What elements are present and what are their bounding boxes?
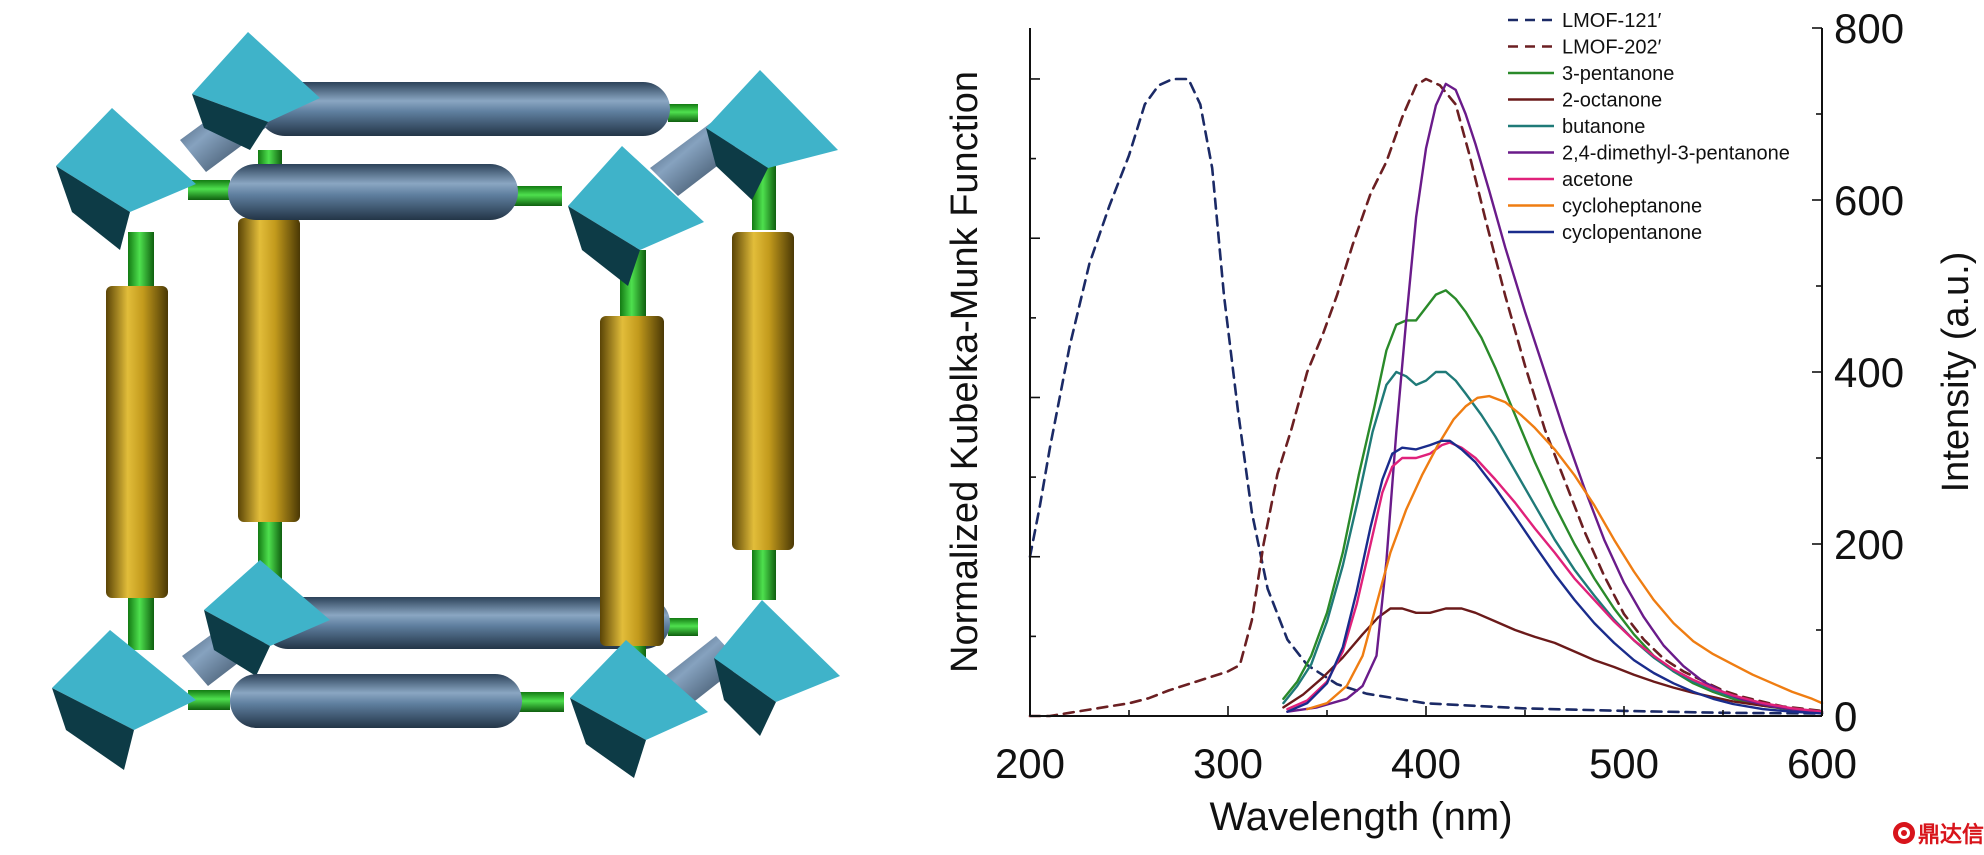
- legend-label: 2-octanone: [1562, 90, 1662, 112]
- legend-label: cyclopentanone: [1562, 222, 1702, 244]
- front-gold-rod-left: [106, 232, 168, 650]
- watermark-text: 鼎达信: [1918, 822, 1984, 848]
- legend-label: 3-pentanone: [1562, 63, 1674, 85]
- y-right-tick-label: 200: [1834, 521, 1904, 568]
- back-gold-rod-right: [732, 160, 794, 600]
- y-right-tick-label: 600: [1834, 177, 1904, 224]
- series-line-7: [1306, 394, 1824, 711]
- series-line-0: [1028, 77, 1824, 715]
- front-node-bottom-right: [570, 640, 708, 778]
- front-blue-rod-top: [188, 164, 562, 220]
- front-node-top-right: [568, 146, 704, 286]
- framework-illustration: [52, 32, 840, 778]
- y-right-tick-label: 0: [1834, 693, 1857, 740]
- x-tick-label: 300: [1193, 740, 1263, 787]
- series-line-1: [1028, 77, 1824, 718]
- front-blue-rod-bottom: [188, 674, 564, 728]
- series-line-4: [1282, 370, 1824, 713]
- front-node-top-left: [56, 108, 196, 250]
- back-node-bottom-left: [204, 560, 330, 676]
- legend-label: LMOF-121′: [1562, 10, 1662, 32]
- series-line-6: [1286, 441, 1824, 713]
- legend-label: 2,4-dimethyl-3-pentanone: [1562, 143, 1790, 165]
- series-line-3: [1282, 607, 1824, 713]
- front-gold-rod-right: [600, 250, 664, 660]
- back-node-top-left: [192, 32, 320, 150]
- y-right-tick-label: 400: [1834, 349, 1904, 396]
- y-left-axis-title: Normalized Kubelka-Munk Function: [944, 71, 986, 673]
- x-tick-label: 200: [995, 740, 1065, 787]
- legend-label: butanone: [1562, 116, 1645, 138]
- x-tick-label: 600: [1787, 740, 1857, 787]
- y-right-axis-title: Intensity (a.u.): [1935, 252, 1977, 493]
- legend-label: acetone: [1562, 169, 1633, 191]
- x-tick-label: 500: [1589, 740, 1659, 787]
- plot-curves: [1028, 77, 1824, 718]
- y-right-tick-label: 800: [1834, 5, 1904, 52]
- legend: LMOF-121′ LMOF-202′ 3-pentanone 2-octanone b…: [1508, 10, 1790, 244]
- seal-icon: [1893, 822, 1915, 844]
- legend-label: cycloheptanone: [1562, 196, 1702, 218]
- front-node-bottom-left: [52, 630, 196, 770]
- series-line-8: [1286, 439, 1824, 715]
- legend-label: LMOF-202′: [1562, 37, 1662, 59]
- x-axis-title: Wavelength (nm): [1209, 795, 1512, 839]
- x-tick-label: 400: [1391, 740, 1461, 787]
- watermark: 鼎达信: [1893, 822, 1984, 848]
- series-line-5: [1286, 82, 1824, 714]
- back-node-bottom-right: [714, 600, 840, 736]
- back-node-top-right: [706, 70, 838, 200]
